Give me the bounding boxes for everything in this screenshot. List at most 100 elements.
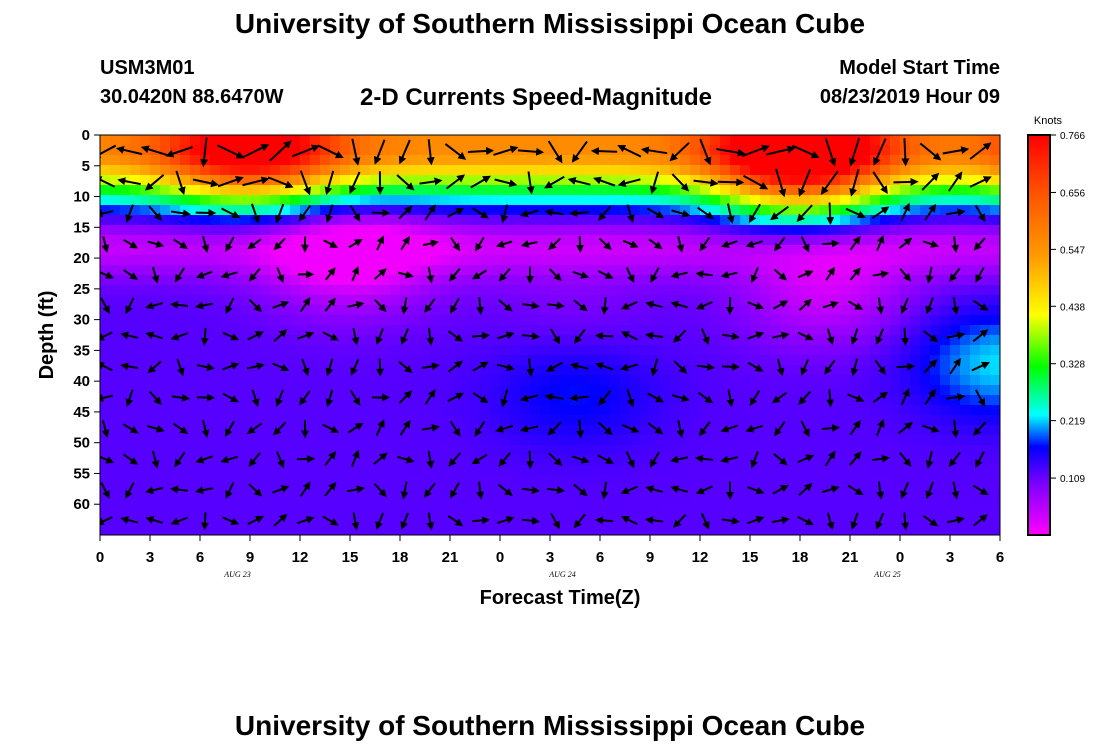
heat-cell [210, 505, 221, 516]
heat-cell [290, 475, 301, 486]
heat-cell [810, 335, 821, 346]
heat-cell [320, 275, 331, 286]
heat-cell [940, 475, 951, 486]
current-vector-arrow [448, 452, 462, 467]
heat-cell [390, 515, 401, 526]
heat-cell [710, 345, 721, 356]
current-vector-arrow [871, 206, 890, 219]
heat-cell [970, 325, 981, 336]
current-vector-arrow [924, 203, 937, 221]
heat-cell [290, 225, 301, 236]
current-vector-arrow [600, 297, 609, 316]
heat-cell [480, 385, 491, 396]
heat-cell [220, 135, 231, 146]
heat-cell [280, 405, 291, 416]
heat-cell [830, 505, 841, 516]
heat-cell [460, 155, 471, 166]
heat-cell [840, 225, 851, 236]
heat-cell [220, 365, 231, 376]
heat-cell [630, 205, 641, 216]
heat-cell [270, 395, 281, 406]
heat-cell [890, 395, 901, 406]
heat-cell [770, 515, 781, 526]
heat-cell [270, 145, 281, 156]
heat-cell [380, 465, 391, 476]
heat-cell [420, 265, 431, 276]
heat-cell [120, 275, 131, 286]
heat-cell [660, 135, 671, 146]
heat-cell [950, 165, 961, 176]
heat-cell [110, 185, 121, 196]
heat-cell [190, 285, 201, 296]
heat-cell [710, 515, 721, 526]
heat-cell [640, 195, 651, 206]
heat-cell [420, 525, 431, 535]
heat-cell [100, 395, 111, 406]
heat-cell [210, 215, 221, 226]
heat-cell [530, 285, 541, 296]
heat-cell [840, 455, 851, 466]
heat-cell [640, 245, 651, 256]
heat-cell [800, 435, 811, 446]
heat-cell [430, 495, 441, 506]
heat-cell [110, 255, 121, 266]
heat-cell [270, 135, 281, 146]
heat-cell [850, 465, 861, 476]
heat-cell [750, 325, 761, 336]
heat-cell [390, 395, 401, 406]
heat-cell [280, 185, 291, 196]
heat-cell [330, 255, 341, 266]
heat-cell [760, 455, 771, 466]
heat-cell [600, 195, 611, 206]
heat-cell [990, 455, 1000, 466]
heat-cell [910, 415, 921, 426]
heat-cell [530, 295, 541, 306]
heat-cell [410, 505, 421, 516]
heat-cell [450, 315, 461, 326]
heat-cell [770, 495, 781, 506]
heat-cell [350, 345, 361, 356]
heat-cell [740, 505, 751, 516]
heat-cell [260, 325, 271, 336]
heat-cell [460, 475, 471, 486]
heat-cell [840, 235, 851, 246]
heat-cell [980, 135, 991, 146]
heat-cell [300, 135, 311, 146]
heat-cell [700, 315, 711, 326]
current-vector-arrow [225, 297, 235, 315]
heat-cell [220, 145, 231, 156]
heat-cell [230, 285, 241, 296]
current-vector-arrow [925, 481, 934, 500]
heat-cell [910, 435, 921, 446]
heat-cell [160, 235, 171, 246]
heat-cell [710, 325, 721, 336]
heat-cell [950, 525, 961, 535]
heat-cell [390, 135, 401, 146]
heat-cell [650, 355, 661, 366]
heat-cell [690, 445, 701, 456]
heat-cell [770, 235, 781, 246]
heat-cell [310, 505, 321, 516]
current-vector-arrow [471, 269, 487, 280]
current-vector-arrow [676, 236, 685, 253]
heat-cell [430, 415, 441, 426]
heat-cell [560, 135, 571, 146]
heat-cell [270, 245, 281, 256]
heat-cell [370, 185, 381, 196]
heat-cell [820, 165, 831, 176]
heat-cell [420, 315, 431, 326]
heat-cell [320, 455, 331, 466]
heat-cell [240, 245, 251, 256]
heat-cell [930, 405, 941, 416]
heat-cell [560, 375, 571, 386]
heat-cell [420, 425, 431, 436]
heat-cell [460, 175, 471, 186]
heat-cell [170, 145, 181, 156]
heat-cell [290, 185, 301, 196]
heat-cell [410, 405, 421, 416]
heat-cell [130, 255, 141, 266]
heat-cell [680, 145, 691, 156]
heat-cell [620, 395, 631, 406]
heat-cell [700, 495, 711, 506]
heat-cell [180, 275, 191, 286]
